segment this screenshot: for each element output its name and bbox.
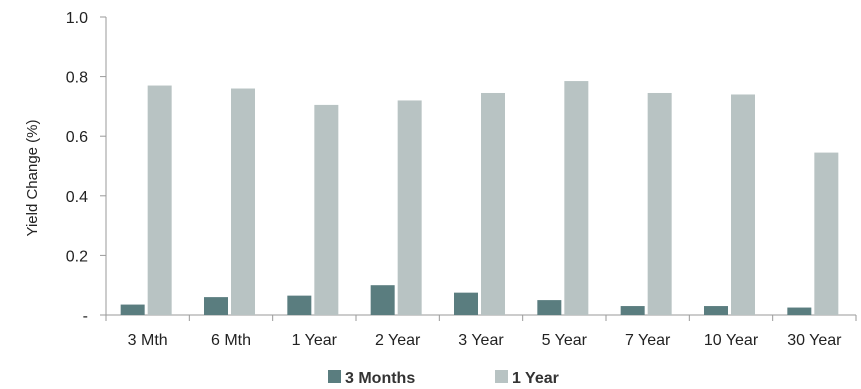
- y-tick-label: 0.8: [66, 70, 88, 87]
- x-tick-label: 3 Mth: [128, 332, 168, 349]
- bar-1-year-2-year: [397, 100, 422, 315]
- bar-3-months-2-year: [370, 285, 395, 315]
- bar-3-months-7-year: [620, 306, 645, 315]
- y-tick-label: 0.4: [66, 189, 88, 206]
- x-tick-label: 6 Mth: [211, 332, 251, 349]
- x-tick-label: 2 Year: [375, 332, 421, 349]
- legend-label: 3 Months: [345, 370, 415, 387]
- x-tick-label: 3 Year: [458, 332, 504, 349]
- legend-swatch: [328, 370, 341, 383]
- x-tick-label: 30 Year: [787, 332, 842, 349]
- y-tick-label: 0.2: [66, 248, 88, 265]
- bar-1-year-6-mth: [231, 88, 255, 316]
- bar-1-year-7-year: [647, 92, 672, 316]
- bar-3-months-1-year: [287, 295, 312, 315]
- legend-label: 1 Year: [512, 370, 559, 387]
- bar-3-months-10-year: [704, 306, 728, 315]
- x-tick-label: 7 Year: [625, 332, 671, 349]
- y-tick-label: 0.6: [66, 129, 88, 146]
- bar-1-year-5-year: [564, 81, 589, 315]
- x-tick-label: 10 Year: [704, 332, 759, 349]
- y-axis-label: Yield Change (%): [24, 119, 41, 236]
- y-axis: - 0.2 0.4 0.6 0.8 1.0: [66, 10, 107, 325]
- bar-1-year-10-year: [731, 94, 755, 315]
- bar-1-year-3-mth: [147, 85, 172, 315]
- x-tick-label: 1 Year: [292, 332, 338, 349]
- bar-1-year-1-year: [314, 104, 339, 315]
- bars: [120, 81, 839, 316]
- bar-3-months-3-mth: [120, 304, 145, 315]
- legend-swatch: [495, 370, 508, 383]
- bar-3-months-3-year: [454, 292, 478, 315]
- bar-3-months-5-year: [537, 300, 562, 315]
- bar-1-year-3-year: [481, 92, 505, 316]
- x-tick-label: 5 Year: [542, 332, 588, 349]
- bar-1-year-30-year: [814, 152, 839, 315]
- bar-3-months-30-year: [787, 307, 812, 315]
- legend: 3 Months 1 Year: [328, 370, 559, 387]
- y-tick-label: -: [83, 308, 88, 325]
- y-tick-label: 1.0: [66, 10, 88, 27]
- bar-3-months-6-mth: [204, 297, 228, 315]
- x-axis: 3 Mth 6 Mth 1 Year 2 Year 3 Year 5 Year 7 Year…: [105, 314, 857, 349]
